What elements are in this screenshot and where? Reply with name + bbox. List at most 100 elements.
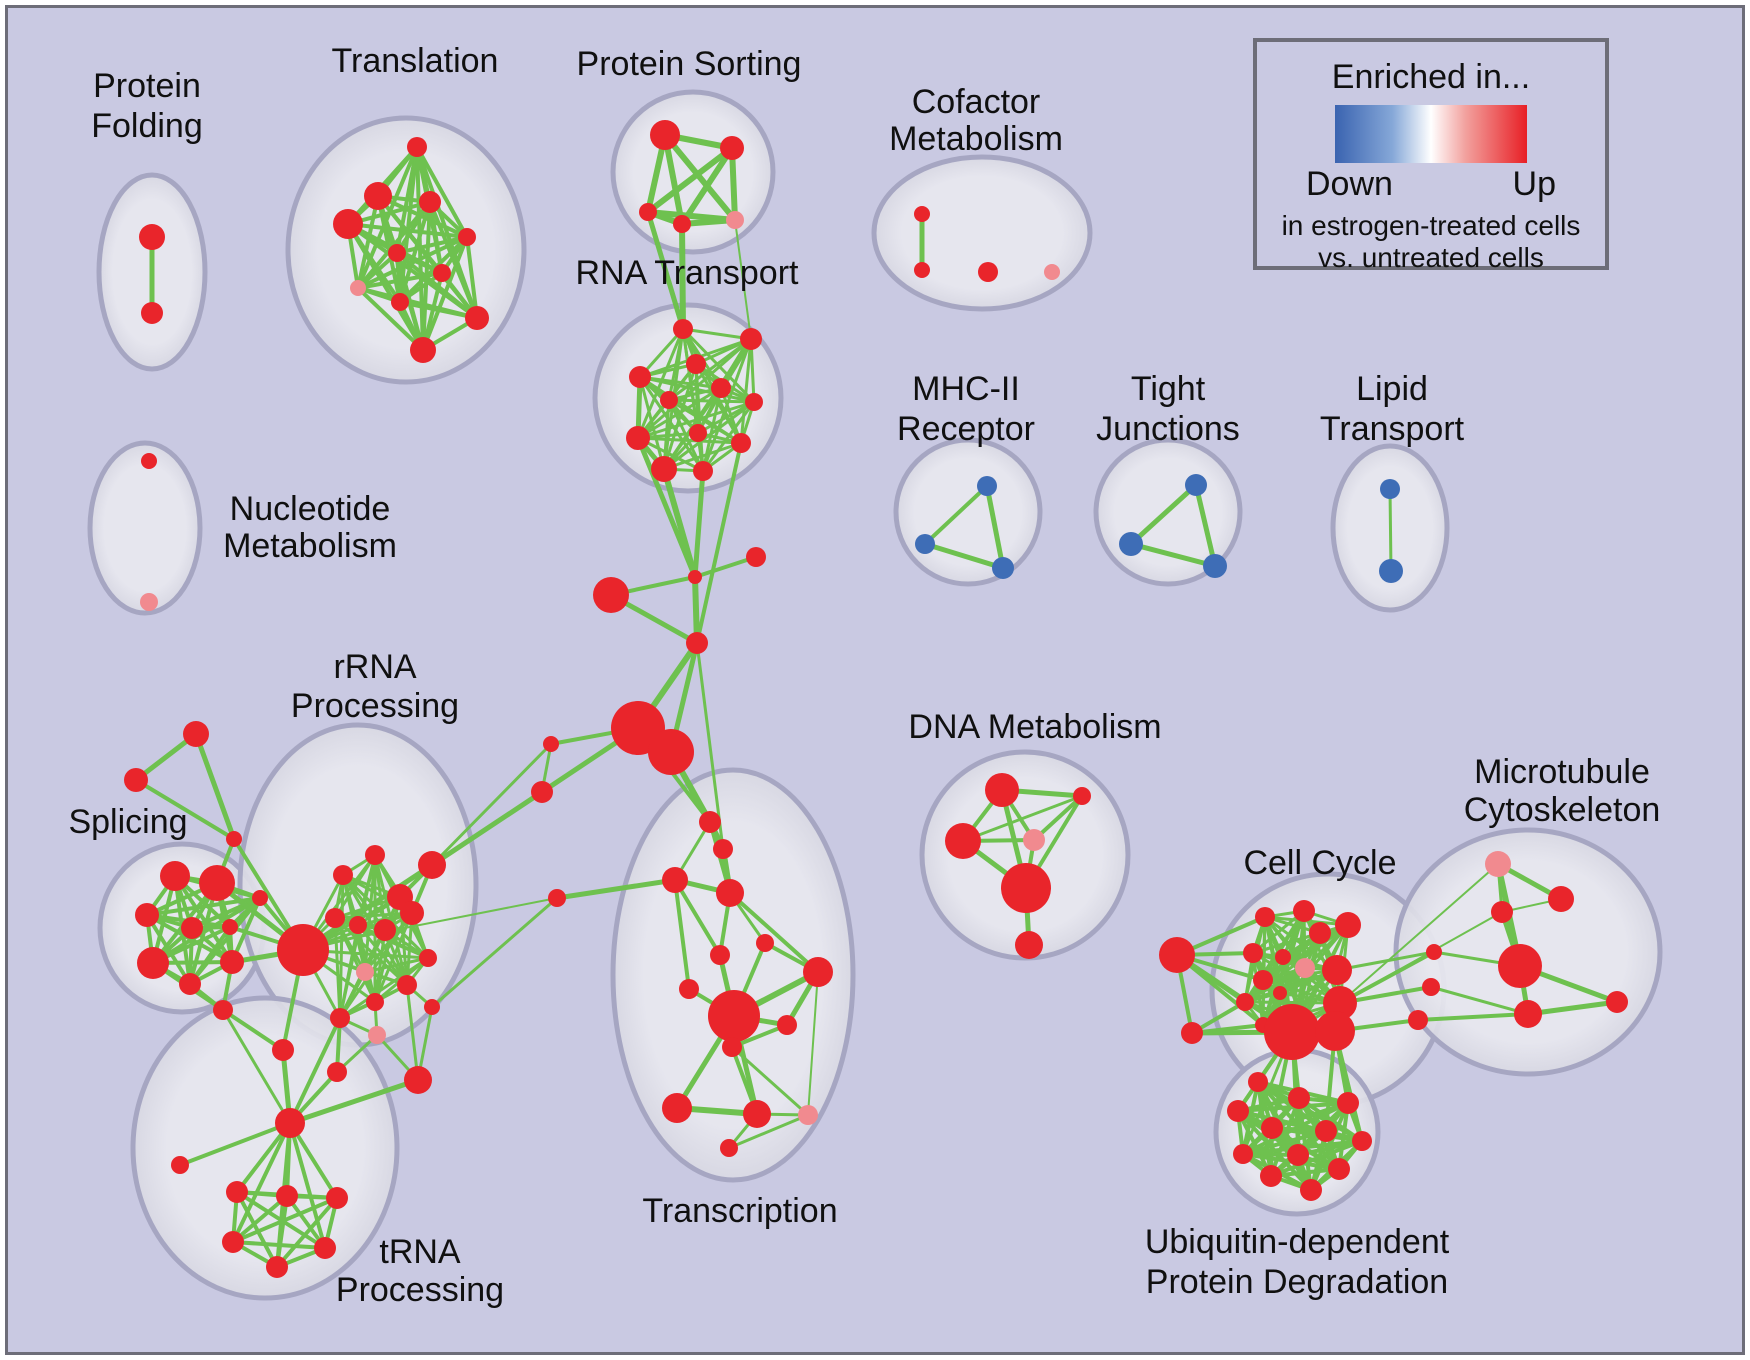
network-edge <box>693 555 758 579</box>
gene-set-node <box>1380 479 1400 499</box>
gene-set-node <box>1255 907 1275 927</box>
gene-set-node <box>137 947 169 979</box>
network-edge <box>1251 931 1322 955</box>
gene-set-node <box>1408 1010 1428 1030</box>
network-edge <box>1269 1139 1364 1178</box>
gene-set-node <box>1044 264 1060 280</box>
network-edge <box>667 398 743 445</box>
network-edge <box>231 1121 292 1244</box>
network-edge <box>1339 863 1499 1004</box>
gene-set-node <box>1119 532 1143 556</box>
network-edge <box>333 916 342 1020</box>
gene-set-node <box>745 393 763 411</box>
gene-set-node <box>1227 1100 1249 1122</box>
gene-set-node <box>708 990 760 1042</box>
cluster-label-ubiquitin-degradation: Protein Degradation <box>1146 1263 1448 1301</box>
gene-set-node <box>914 206 930 222</box>
network-edge <box>333 853 377 920</box>
network-edge <box>1269 1167 1341 1178</box>
network-edge <box>734 219 752 340</box>
network-edge <box>961 794 1084 843</box>
network-edge <box>1128 482 1199 547</box>
network-edge <box>356 271 444 290</box>
gene-set-node <box>716 879 744 907</box>
gene-set-node <box>650 120 680 150</box>
gene-set-node <box>419 191 441 213</box>
gene-set-node <box>1264 1004 1320 1060</box>
network-edge <box>231 1196 339 1244</box>
gene-set-node <box>1275 949 1291 965</box>
network-edge <box>679 221 686 332</box>
network-edge <box>178 1121 292 1167</box>
gene-set-node <box>710 945 730 965</box>
network-edge <box>231 1194 289 1244</box>
gene-set-node <box>662 867 688 893</box>
gene-set-node <box>720 136 744 160</box>
network-edge <box>395 235 469 255</box>
gene-set-node <box>1159 937 1195 973</box>
network-edge <box>287 1077 421 1126</box>
network-edge <box>638 375 705 473</box>
gene-set-node <box>397 975 417 995</box>
legend-subtitle-line2: vs. untreated cells <box>1318 242 1544 273</box>
network-edge <box>923 484 989 546</box>
gene-set-node <box>648 729 694 775</box>
gene-set-node <box>1322 955 1352 985</box>
gene-set-node <box>252 890 268 906</box>
gene-set-node <box>651 456 677 482</box>
gene-set-node <box>803 957 833 987</box>
network-edge <box>661 466 698 580</box>
network-edge <box>173 874 234 964</box>
network-edge <box>415 145 469 239</box>
network-edge <box>346 222 469 239</box>
network-edge <box>645 209 686 332</box>
network-edge <box>636 327 685 440</box>
network-edge <box>221 1008 292 1125</box>
gene-set-node <box>531 781 553 803</box>
gene-set-node <box>1073 787 1091 805</box>
gene-set-node <box>689 424 707 442</box>
gene-set-node <box>1548 886 1574 912</box>
gene-set-node <box>1273 986 1287 1000</box>
network-edge <box>430 896 559 1009</box>
cluster-label-dna-metabolism: DNA Metabolism <box>908 708 1161 746</box>
gene-set-node <box>226 831 242 847</box>
gene-set-node <box>407 137 427 157</box>
gene-set-node <box>139 224 165 250</box>
gene-set-node <box>711 378 731 398</box>
gene-set-node <box>160 861 190 891</box>
gene-set-node <box>639 203 657 221</box>
network-edge <box>421 271 444 352</box>
legend-title: Enriched in... <box>1331 58 1531 96</box>
cluster-label-transcription: Transcription <box>642 1192 837 1230</box>
gene-set-node <box>275 1108 305 1138</box>
cluster-label-nucleotide-metabolism: Metabolism <box>223 527 397 565</box>
network-edge <box>1416 1012 1530 1022</box>
gene-set-node <box>1260 1165 1282 1187</box>
gene-set-node <box>798 1105 818 1125</box>
gene-set-node <box>330 1008 350 1028</box>
gene-set-node <box>458 228 476 246</box>
network-edge <box>1241 1129 1328 1156</box>
network-edge <box>356 145 419 290</box>
legend-subtitle-line1: in estrogen-treated cells <box>1281 210 1581 241</box>
gene-set-node <box>124 768 148 792</box>
gene-set-node <box>314 1237 336 1259</box>
network-edge <box>1525 999 1620 1017</box>
gene-set-node <box>266 1256 288 1278</box>
gene-set-node <box>740 328 762 350</box>
gene-set-node <box>693 461 713 481</box>
gene-set-node <box>374 919 396 941</box>
gene-set-node <box>135 903 159 927</box>
gene-set-node <box>1426 944 1442 960</box>
cluster-trna-processing <box>130 995 400 1301</box>
gene-set-node <box>688 570 702 584</box>
network-edge <box>288 1121 327 1250</box>
network-edge <box>681 327 753 341</box>
gene-set-node <box>914 262 930 278</box>
cluster-label-cofactor-metabolism: Metabolism <box>889 120 1063 158</box>
legend-down-label: Down <box>1306 165 1393 203</box>
cluster-label-translation: Translation <box>332 42 499 80</box>
network-edge <box>235 1190 279 1269</box>
